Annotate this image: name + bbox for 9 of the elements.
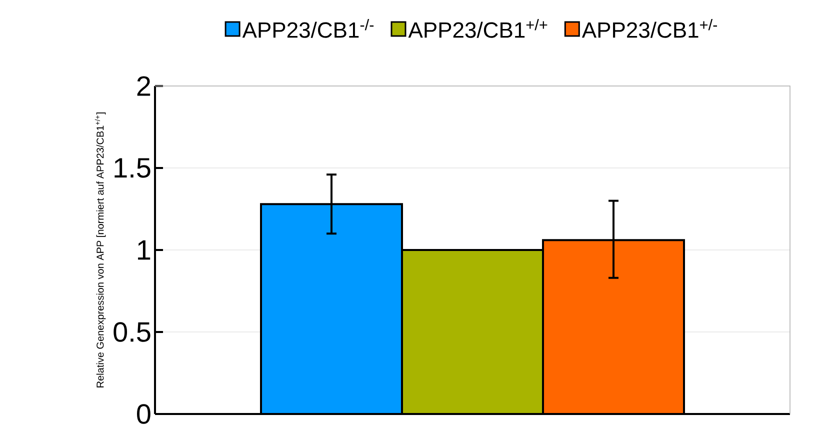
legend-label: APP23/CB1$^{+/-}$ [582, 18, 718, 38]
y-tick-label: 1 [138, 240, 150, 260]
y-tick-label: 0 [137, 404, 150, 424]
y-axis-title: Relative Genexpression von APP [normiert auf APP23/CB1$^{+/+}$] [94, 112, 106, 388]
y-tick-label: 2 [137, 76, 150, 96]
y-tick-label: 0.5 [114, 322, 150, 342]
legend-label: APP23/CB1$^{+/+}$ [408, 18, 548, 38]
y-tick-label: 1.5 [114, 158, 150, 178]
legend-label: APP23/CB1$^{-/-}$ [242, 18, 374, 38]
